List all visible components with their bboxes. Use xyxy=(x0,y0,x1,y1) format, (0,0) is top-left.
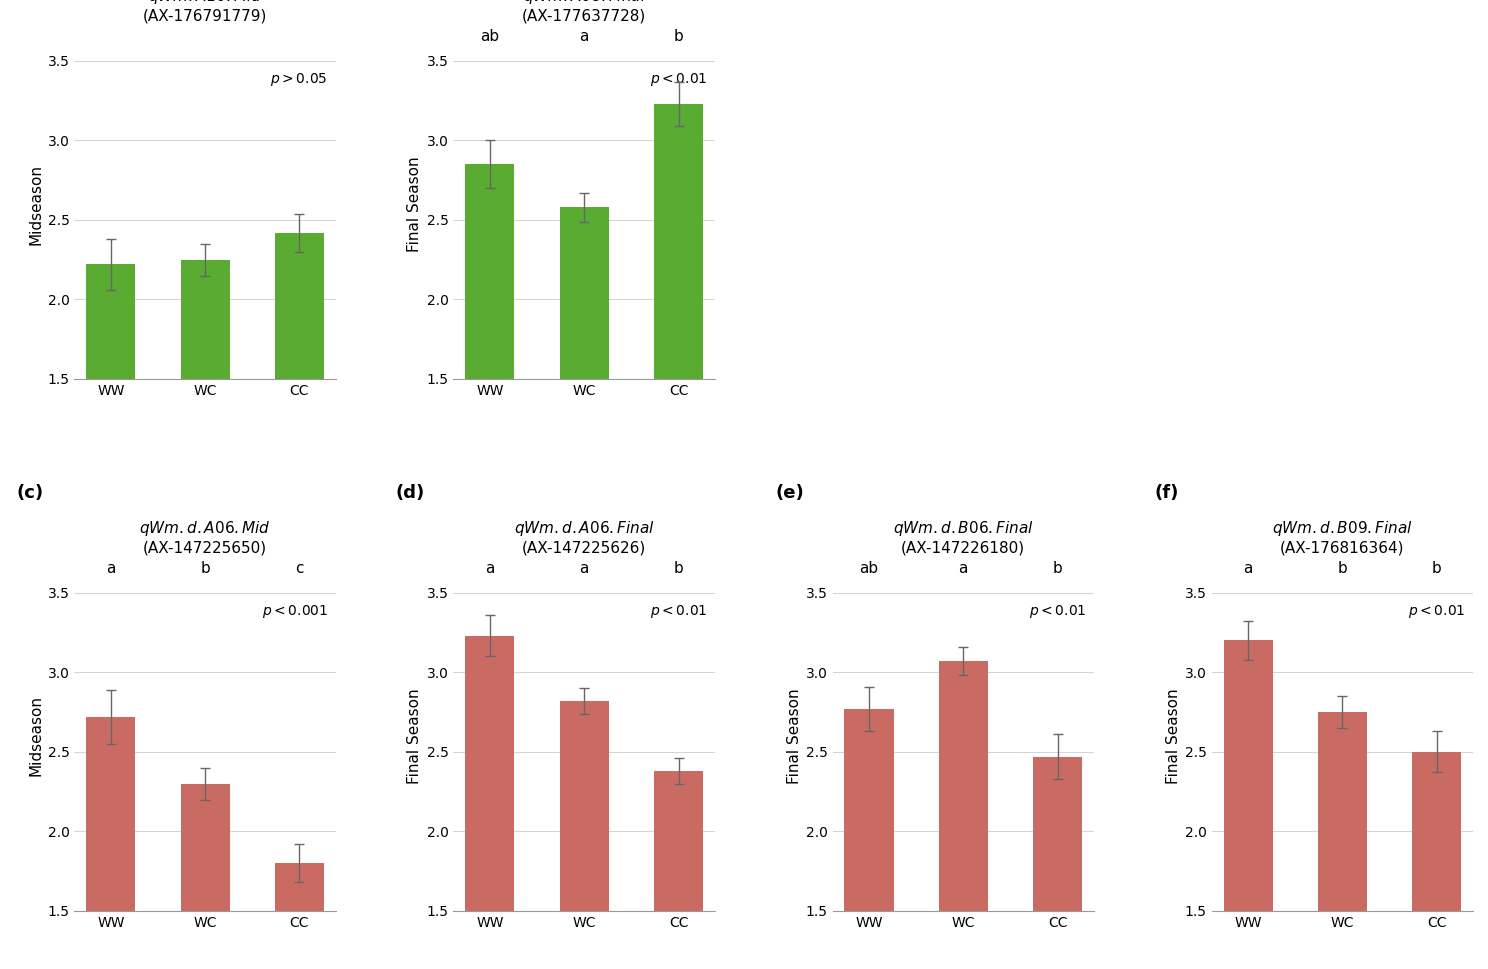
Text: a: a xyxy=(1244,561,1253,576)
Bar xyxy=(275,863,324,911)
Text: $\it{p < 0.01}$: $\it{p < 0.01}$ xyxy=(1028,603,1086,620)
Text: a: a xyxy=(579,561,589,576)
Title: $\it{qWm.A10.Mid}$
(AX-176791779): $\it{qWm.A10.Mid}$ (AX-176791779) xyxy=(143,0,268,23)
Bar xyxy=(466,165,515,379)
Text: b: b xyxy=(1431,561,1442,576)
Bar xyxy=(180,784,229,911)
Y-axis label: Final Season: Final Season xyxy=(408,156,423,252)
Text: (d): (d) xyxy=(396,484,426,502)
Title: $\it{qWm.d.A06.Mid}$
(AX-147225650): $\it{qWm.d.A06.Mid}$ (AX-147225650) xyxy=(140,519,271,555)
Y-axis label: Midseason: Midseason xyxy=(28,696,43,776)
Bar xyxy=(86,265,135,379)
Bar xyxy=(1318,712,1367,911)
Bar xyxy=(1223,641,1272,911)
Bar xyxy=(466,636,515,911)
Text: c: c xyxy=(295,561,304,576)
Y-axis label: Final Season: Final Season xyxy=(787,688,802,784)
Text: b: b xyxy=(1052,561,1062,576)
Title: $\it{qWm.d.B06.Final}$
(AX-147226180): $\it{qWm.d.B06.Final}$ (AX-147226180) xyxy=(893,519,1034,555)
Text: b: b xyxy=(674,29,683,44)
Bar xyxy=(1033,757,1082,911)
Text: b: b xyxy=(201,561,210,576)
Y-axis label: Midseason: Midseason xyxy=(28,164,43,244)
Text: a: a xyxy=(106,561,116,576)
Text: $\it{p > 0.05}$: $\it{p > 0.05}$ xyxy=(271,71,327,88)
Text: b: b xyxy=(674,561,683,576)
Text: a: a xyxy=(579,29,589,44)
Y-axis label: Final Season: Final Season xyxy=(408,688,423,784)
Bar xyxy=(559,207,609,379)
Bar xyxy=(275,233,324,379)
Text: ab: ab xyxy=(481,29,500,44)
Text: $\it{p < 0.001}$: $\it{p < 0.001}$ xyxy=(262,603,327,620)
Text: a: a xyxy=(958,561,969,576)
Text: b: b xyxy=(1338,561,1347,576)
Bar xyxy=(180,260,229,379)
Text: $\it{p < 0.01}$: $\it{p < 0.01}$ xyxy=(650,603,707,620)
Bar xyxy=(559,701,609,911)
Bar xyxy=(939,661,988,911)
Text: ab: ab xyxy=(860,561,878,576)
Y-axis label: Final Season: Final Season xyxy=(1165,688,1180,784)
Text: $\it{p < 0.01}$: $\it{p < 0.01}$ xyxy=(650,71,707,88)
Bar xyxy=(845,709,893,911)
Text: (f): (f) xyxy=(1155,484,1178,502)
Title: $\it{qWm.d.A06.Final}$
(AX-147225626): $\it{qWm.d.A06.Final}$ (AX-147225626) xyxy=(513,519,655,555)
Text: a: a xyxy=(485,561,494,576)
Bar xyxy=(655,104,702,379)
Bar xyxy=(1412,752,1461,911)
Text: $\it{p < 0.01}$: $\it{p < 0.01}$ xyxy=(1408,603,1466,620)
Bar xyxy=(86,717,135,911)
Title: $\it{qWm.A08.Final}$
(AX-177637728): $\it{qWm.A08.Final}$ (AX-177637728) xyxy=(522,0,646,23)
Text: (c): (c) xyxy=(16,484,45,502)
Title: $\it{qWm.d.B09.Final}$
(AX-176816364): $\it{qWm.d.B09.Final}$ (AX-176816364) xyxy=(1272,519,1412,555)
Bar xyxy=(655,771,702,911)
Text: (e): (e) xyxy=(775,484,804,502)
